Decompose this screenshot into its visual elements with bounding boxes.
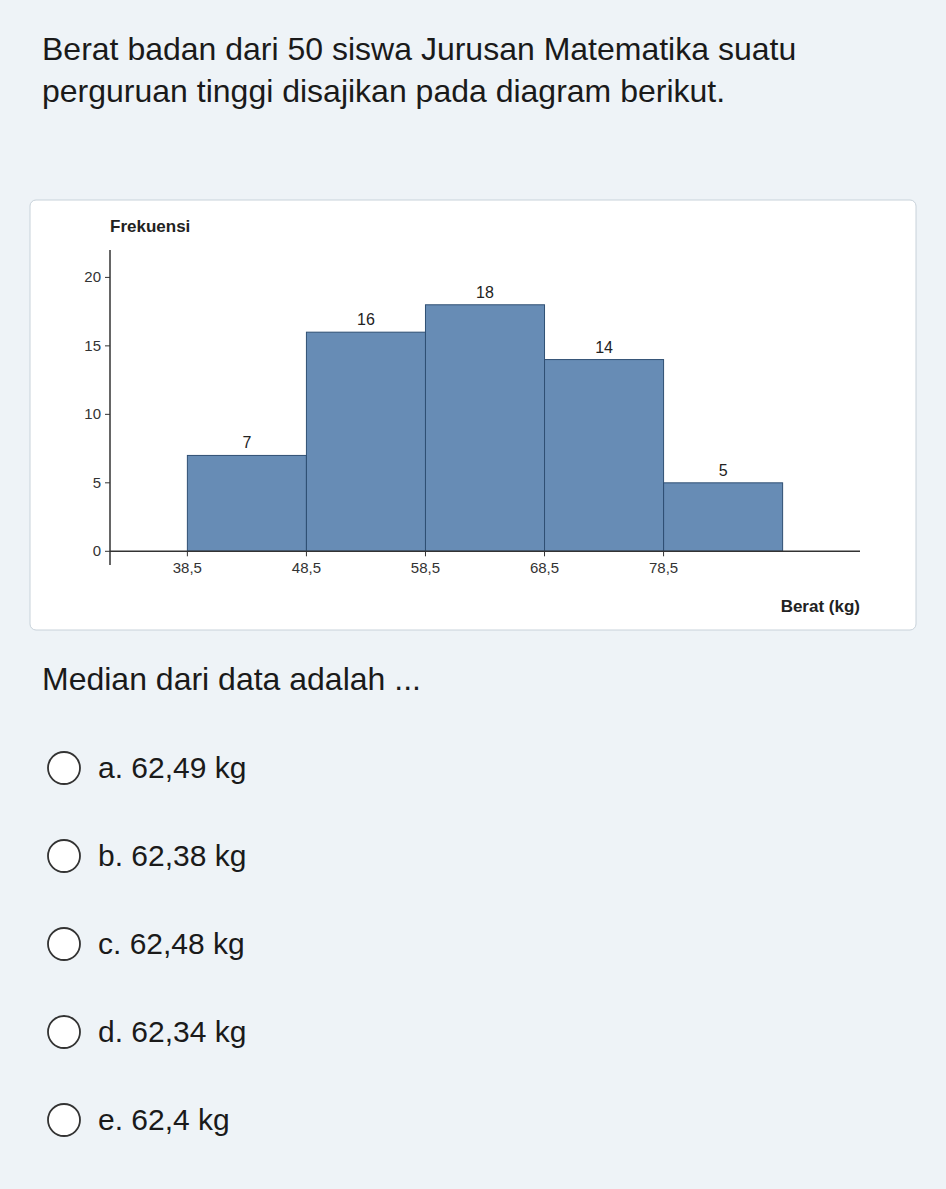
option: e. 62,4 kg: [98, 1103, 230, 1136]
bar: [545, 360, 664, 552]
y-tick: [105, 277, 110, 278]
x-tick: [306, 551, 307, 556]
bar: [664, 483, 783, 551]
y-tick: [105, 482, 110, 483]
y-tick-label: 10: [84, 405, 101, 422]
option-radio: [48, 928, 80, 960]
x-axis-label: Berat (kg): [781, 597, 860, 616]
question: Median dari data adalah ...: [42, 661, 421, 697]
y-tick-label: 5: [93, 474, 101, 491]
x-tick-label: 38,5: [173, 559, 202, 576]
y-tick: [105, 551, 110, 552]
data-label: 16: [357, 311, 375, 328]
bars: [187, 305, 782, 552]
x-tick: [544, 551, 545, 556]
title-line: Berat badan dari 50 siswa Jurusan Matema…: [42, 31, 796, 67]
title-line: perguruan tinggi disajikan pada diagram …: [42, 73, 725, 109]
option: b. 62,38 kg: [98, 839, 246, 872]
option: d. 62,34 kg: [98, 1015, 246, 1048]
data-label: 7: [242, 434, 251, 451]
y-tick: [105, 345, 110, 346]
y-tick: [105, 414, 110, 415]
y-axis-label: Frekuensi: [110, 217, 190, 236]
option: a. 62,49 kg: [98, 751, 246, 784]
option-radio: [48, 840, 80, 872]
y-tick-label: 0: [93, 542, 101, 559]
x-axis-line: [110, 551, 860, 553]
option-radio: [48, 1016, 80, 1048]
bar: [306, 332, 425, 551]
chart-panel: [30, 200, 916, 630]
y-tick-label: 15: [84, 337, 101, 354]
option: c. 62,48 kg: [98, 927, 245, 960]
data-label: 18: [476, 284, 494, 301]
x-tick: [663, 551, 664, 556]
x-tick: [425, 551, 426, 556]
option-radio: [48, 1104, 80, 1136]
bar: [187, 455, 306, 551]
y-axis-line: [109, 250, 111, 565]
x-tick-label: 78,5: [649, 559, 678, 576]
x-tick: [187, 551, 188, 556]
y-tick-label: 20: [84, 268, 101, 285]
bar: [425, 305, 544, 552]
title: Berat badan dari 50 siswa Jurusan Matema…: [42, 31, 796, 109]
x-tick-label: 68,5: [530, 559, 559, 576]
data-label: 5: [719, 462, 728, 479]
option-radio: [48, 752, 80, 784]
x-tick-label: 48,5: [292, 559, 321, 576]
data-label: 14: [595, 339, 613, 356]
x-tick-label: 58,5: [411, 559, 440, 576]
page: Berat badan dari 50 siswa Jurusan Matema…: [0, 0, 946, 1189]
